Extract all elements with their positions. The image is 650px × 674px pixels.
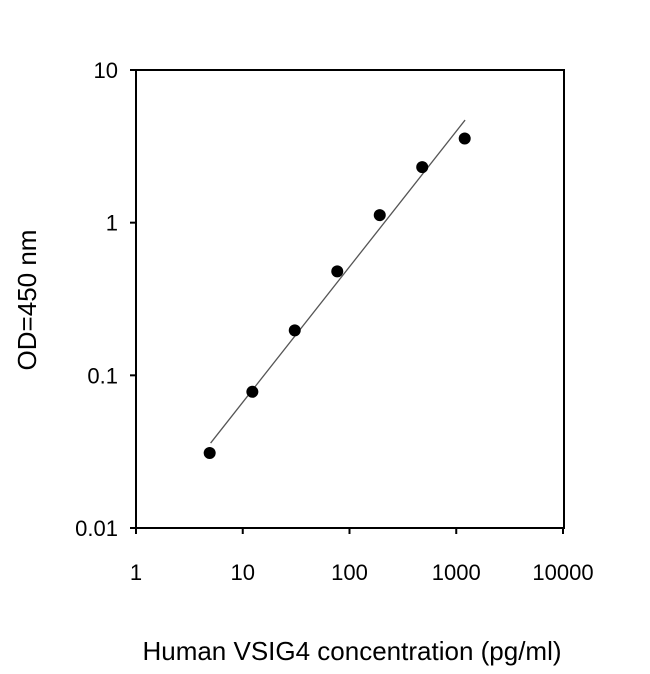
y-tick-label: 1	[106, 211, 118, 236]
x-tick-label: 10	[231, 560, 255, 585]
x-axis: 1 10 100 1000 10000	[130, 528, 594, 585]
data-point	[416, 161, 429, 174]
x-tick-label: 1	[130, 560, 142, 585]
x-tick-label: 100	[331, 560, 368, 585]
y-tick-label: 0.1	[87, 363, 118, 388]
y-axis: 0.01 0.1 1 10	[75, 58, 136, 541]
y-tick-label: 0.01	[75, 516, 118, 541]
data-point	[246, 385, 259, 398]
data-point	[373, 209, 386, 222]
x-tick-label: 10000	[532, 560, 593, 585]
x-axis-title: Human VSIG4 concentration (pg/ml)	[142, 636, 561, 666]
data-point	[458, 132, 471, 145]
data-point	[331, 265, 344, 278]
plot-frame	[135, 69, 565, 529]
y-axis-title: OD=450 nm	[12, 230, 42, 371]
data-point	[288, 324, 301, 337]
plot-area	[203, 119, 471, 459]
x-tick-label: 1000	[432, 560, 481, 585]
y-tick-label: 10	[94, 58, 118, 83]
data-point	[203, 446, 216, 459]
